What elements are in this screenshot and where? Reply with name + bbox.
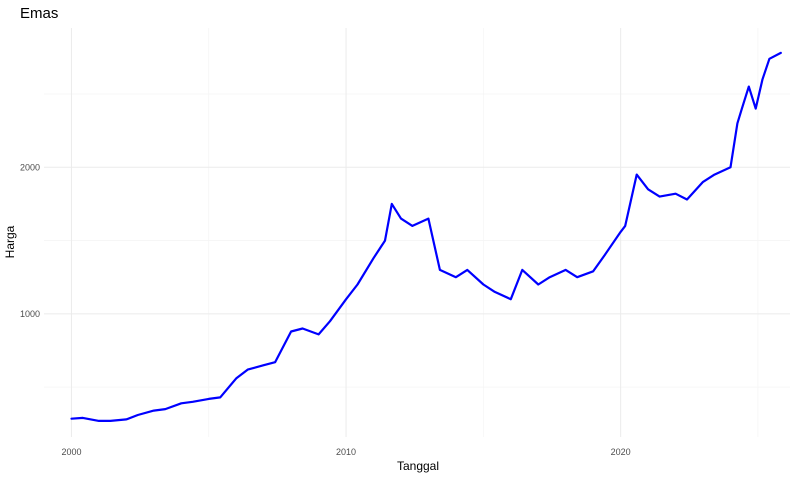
series-line xyxy=(70,51,782,422)
x-axis-ticks: 2000 2010 2020 xyxy=(61,447,630,457)
x-tick-label: 2020 xyxy=(611,447,631,457)
y-tick-label: 2000 xyxy=(20,162,40,172)
x-axis-label: Tanggal xyxy=(397,459,439,473)
y-axis-ticks: 1000 2000 xyxy=(20,162,40,319)
y-axis-label: Harga xyxy=(3,225,17,258)
y-tick-label: 1000 xyxy=(20,309,40,319)
chart-title: Emas xyxy=(20,5,58,22)
x-tick-label: 2010 xyxy=(336,447,356,457)
series-group xyxy=(70,51,782,422)
x-tick-label: 2000 xyxy=(61,447,81,457)
grid xyxy=(44,28,790,437)
